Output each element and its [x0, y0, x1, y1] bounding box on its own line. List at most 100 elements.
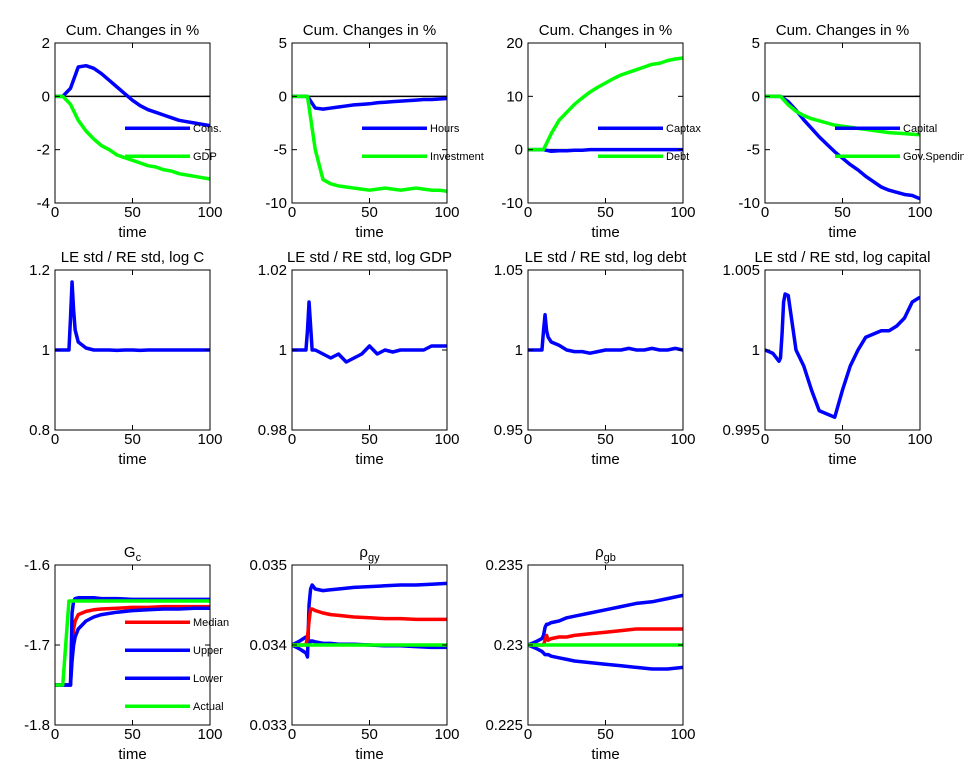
chart-title: Cum. Changes in %: [539, 22, 672, 39]
y-tick-label: 0: [279, 88, 287, 105]
series-line: [292, 300, 447, 364]
legend-label: Actual: [193, 701, 224, 713]
chart-title: Cum. Changes in %: [776, 22, 909, 39]
plot-area: [765, 43, 920, 203]
chart-title: Gc: [124, 544, 142, 564]
x-tick-label: 0: [524, 726, 532, 743]
chart-title: LE std / RE std, log debt: [525, 249, 688, 266]
subplot: 0 50 100 -4 -2 0 2 time Cum. Changes in % Cons. GD…: [37, 22, 223, 241]
y-tick-label: -5: [274, 142, 287, 159]
x-tick-label: 0: [288, 726, 296, 743]
series-line: [528, 147, 683, 154]
x-tick-label: 50: [124, 204, 141, 221]
x-axis-label: time: [828, 451, 856, 468]
plot-area: [55, 565, 210, 725]
x-tick-label: 100: [670, 431, 695, 448]
y-tick-label: 1.05: [494, 262, 523, 279]
x-tick-label: 0: [51, 204, 59, 221]
legend-label: Gov.Spending: [903, 151, 964, 163]
series-line: [765, 94, 920, 137]
subplot: 0 50 100 0.8 1 1.2 time LE std / RE std, log C: [29, 249, 222, 468]
y-tick-label: 0.034: [249, 637, 287, 654]
y-tick-label: 20: [506, 35, 523, 52]
y-tick-label: -1.7: [24, 637, 50, 654]
series-line: [765, 94, 920, 201]
x-axis-label: time: [591, 746, 619, 763]
x-tick-label: 100: [907, 204, 932, 221]
series-line: [528, 643, 683, 671]
series-line: [528, 593, 683, 647]
subplot: 0 50 100 -1.8 -1.7 -1.6 time Gc Median Upper Lower…: [24, 544, 229, 763]
plot-area: [292, 43, 447, 203]
x-axis-label: time: [355, 746, 383, 763]
y-tick-label: 1: [752, 342, 760, 359]
x-tick-label: 0: [761, 204, 769, 221]
x-axis-label: time: [355, 451, 383, 468]
x-tick-label: 100: [670, 726, 695, 743]
y-tick-label: 0.995: [722, 422, 760, 439]
y-tick-label: -2: [37, 142, 50, 159]
y-tick-label: 0: [515, 142, 523, 159]
subplot: 0 50 100 -10 -5 0 5 time Cum. Changes in % Hours I…: [265, 22, 484, 241]
y-tick-label: 10: [506, 88, 523, 105]
y-tick-label: 1: [42, 342, 50, 359]
series-line: [292, 581, 447, 659]
legend-label: Hours: [430, 123, 460, 135]
subplot: 0 50 100 -10 -5 0 5 time Cum. Changes in % Capita…: [738, 22, 964, 241]
series-line: [55, 280, 210, 353]
x-tick-label: 0: [761, 431, 769, 448]
x-tick-label: 100: [434, 204, 459, 221]
legend-label: Investment: [430, 151, 484, 163]
title-main: Cum. Changes in %: [539, 22, 672, 39]
series-line: [528, 56, 683, 152]
x-tick-label: 100: [434, 431, 459, 448]
legend-label: Upper: [193, 645, 223, 657]
x-tick-label: 50: [361, 726, 378, 743]
y-tick-label: 0.8: [29, 422, 50, 439]
y-tick-label: 1.2: [29, 262, 50, 279]
x-axis-label: time: [118, 224, 146, 241]
title-main: ρ: [359, 544, 368, 561]
y-tick-label: 0.95: [494, 422, 523, 439]
subplot: 0 50 100 0.033 0.034 0.035 time ρgy: [249, 544, 459, 763]
series-line: [765, 292, 920, 419]
y-tick-label: 0.033: [249, 717, 287, 734]
x-tick-label: 50: [597, 204, 614, 221]
title-subscript: gb: [604, 552, 616, 564]
x-axis-label: time: [828, 224, 856, 241]
x-tick-label: 50: [834, 431, 851, 448]
series-line: [55, 606, 210, 687]
y-tick-label: 1.02: [258, 262, 287, 279]
chart-title: LE std / RE std, log capital: [755, 249, 931, 266]
y-tick-label: 1: [279, 342, 287, 359]
plot-area: [528, 43, 683, 203]
x-tick-label: 100: [907, 431, 932, 448]
y-tick-label: 0: [752, 88, 760, 105]
chart-title: Cum. Changes in %: [66, 22, 199, 39]
x-axis-label: time: [591, 224, 619, 241]
subplot: 0 50 100 0.225 0.23 0.235 time ρgb: [485, 544, 695, 763]
title-subscript: c: [136, 552, 142, 564]
title-subscript: gy: [368, 552, 380, 564]
subplot: 0 50 100 0.995 1 1.005 time LE std / RE std, lo…: [722, 249, 932, 468]
y-tick-label: -10: [265, 195, 287, 212]
legend-label: Lower: [193, 673, 223, 685]
subplot: 0 50 100 0.95 1 1.05 time LE std / RE std, log …: [494, 249, 696, 468]
x-tick-label: 0: [524, 204, 532, 221]
y-tick-label: -1.8: [24, 717, 50, 734]
series-line: [55, 63, 210, 128]
y-tick-label: 5: [752, 35, 760, 52]
x-tick-label: 50: [124, 726, 141, 743]
chart-title: ρgy: [359, 544, 380, 564]
y-tick-label: 0: [42, 88, 50, 105]
x-tick-label: 50: [597, 726, 614, 743]
series-line: [292, 94, 447, 111]
title-main: Cum. Changes in %: [776, 22, 909, 39]
chart-title: Cum. Changes in %: [303, 22, 436, 39]
x-axis-label: time: [118, 746, 146, 763]
x-tick-label: 50: [834, 204, 851, 221]
x-tick-label: 0: [288, 431, 296, 448]
x-axis-label: time: [591, 451, 619, 468]
x-axis-label: time: [355, 224, 383, 241]
